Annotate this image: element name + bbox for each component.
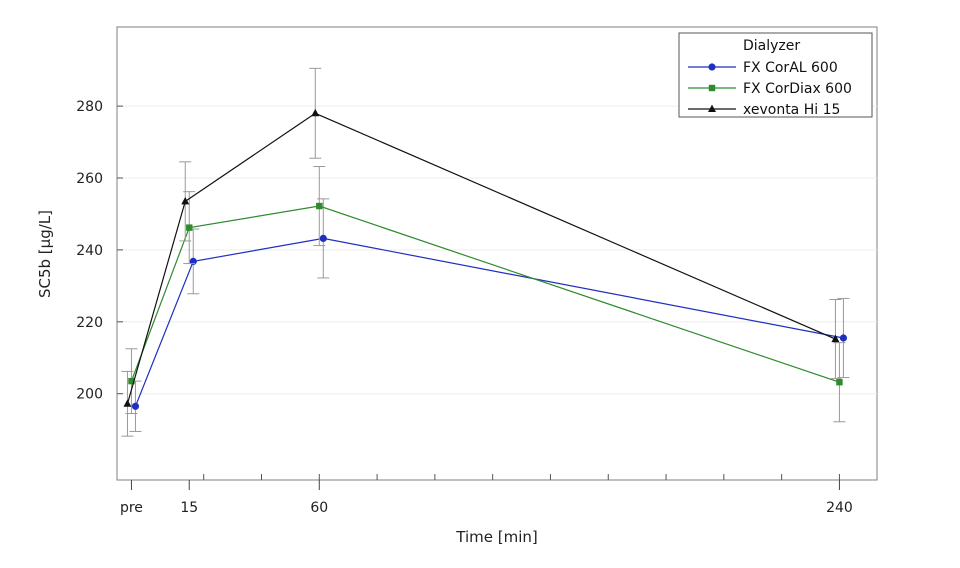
data-point — [186, 224, 193, 231]
y-tick-label: 260 — [76, 171, 103, 187]
data-point — [131, 402, 140, 410]
y-tick-label: 220 — [76, 315, 103, 331]
series-line — [130, 205, 840, 383]
axes: 200 220 240 260 280 pre 15 60 240 — [76, 99, 853, 516]
legend-entry-label: FX CorDiax 600 — [743, 81, 852, 97]
series-xevonta-hi-15 — [121, 67, 842, 437]
x-tick-label: 240 — [826, 500, 853, 516]
y-tick-label: 240 — [76, 243, 103, 259]
data-point — [831, 334, 840, 343]
data-point — [128, 377, 135, 385]
data-point — [836, 379, 843, 386]
legend-marker — [708, 84, 716, 92]
y-axis-title: SC5b [µg/L] — [36, 210, 54, 298]
y-tick-label: 200 — [76, 387, 103, 403]
series-line — [134, 237, 844, 407]
data-point — [123, 399, 132, 407]
data-point — [181, 196, 190, 205]
series-layer — [121, 67, 850, 437]
legend-marker — [708, 63, 716, 71]
x-tick-label: 15 — [180, 500, 198, 516]
series-fx-cordiax-600 — [125, 165, 846, 423]
x-tick-label: pre — [120, 500, 143, 516]
data-point — [316, 202, 323, 210]
data-point — [839, 334, 848, 342]
data-point — [319, 234, 327, 242]
legend-entry-label: FX CorAL 600 — [743, 60, 838, 76]
x-tick-label: 60 — [310, 500, 328, 516]
x-axis-title: Time [min] — [455, 528, 537, 546]
data-point — [311, 108, 320, 117]
legend-title: Dialyzer — [743, 38, 800, 54]
y-tick-label: 280 — [76, 99, 103, 115]
series-line — [126, 112, 836, 404]
legend-entry-label: xevonta Hi 15 — [743, 102, 840, 118]
legend: Dialyzer FX CorAL 600 FX CorDiax 600 xevon… — [678, 32, 873, 118]
legend-box — [678, 32, 873, 118]
legend-marker — [708, 104, 716, 112]
